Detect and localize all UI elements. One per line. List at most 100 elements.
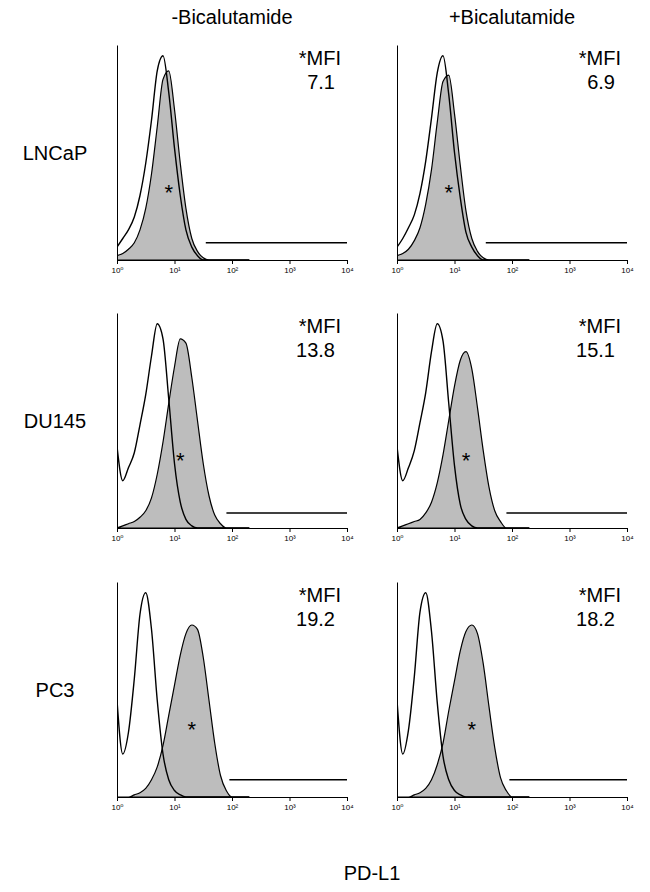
tick-mark — [232, 797, 233, 801]
tick: 10² — [227, 797, 239, 812]
asterisk: * — [176, 448, 185, 473]
tick-label: 10¹ — [169, 803, 181, 812]
tick: 10⁰ — [111, 260, 123, 275]
tick-label: 10³ — [564, 266, 576, 275]
plot-area — [117, 56, 347, 260]
tick: 10² — [507, 528, 519, 543]
panel: 10⁰10¹10²10³10⁴*MFI7.1* — [111, 46, 354, 275]
tick: 10⁴ — [341, 260, 354, 275]
tick-label: 10² — [507, 266, 519, 275]
y-axis — [397, 583, 398, 798]
tick-label: 10¹ — [169, 266, 181, 275]
tick-label: 10² — [227, 803, 239, 812]
tick-mark — [290, 797, 291, 801]
asterisk: * — [188, 717, 197, 742]
tick-mark — [175, 797, 176, 801]
tick-mark — [290, 528, 291, 532]
tick: 10⁰ — [111, 797, 123, 812]
mfi-value: 13.8 — [296, 339, 335, 361]
tick: 10³ — [564, 797, 576, 812]
tick: 10² — [507, 797, 519, 812]
mfi-label: *MFI — [579, 584, 621, 606]
gate-marker — [506, 512, 627, 514]
column-title: -Bicalutamide — [171, 6, 292, 28]
plot-area — [397, 56, 627, 260]
tick-mark — [512, 797, 513, 801]
plot-area — [117, 324, 347, 528]
tick-label: 10¹ — [449, 803, 461, 812]
open-histogram — [117, 56, 249, 260]
open-histogram — [397, 324, 529, 528]
y-axis-line — [397, 314, 398, 529]
mfi-value: 6.9 — [587, 71, 615, 93]
tick: 10¹ — [169, 528, 181, 543]
tick-label: 10² — [227, 534, 239, 543]
tick: 10¹ — [449, 797, 461, 812]
tick-mark — [512, 260, 513, 264]
tick-label: 10⁴ — [621, 266, 634, 275]
x-axis-line — [118, 529, 348, 533]
tick-mark — [455, 797, 456, 801]
tick-mark — [117, 260, 118, 264]
mfi-value: 15.1 — [576, 339, 615, 361]
mfi-label: *MFI — [299, 584, 341, 606]
tick: 10⁰ — [111, 528, 123, 543]
x-axis-line — [398, 529, 628, 533]
open-histogram — [117, 593, 249, 797]
open-histogram — [397, 56, 529, 260]
y-axis-line — [117, 314, 118, 529]
tick-label: 10² — [227, 266, 239, 275]
tick-mark — [117, 528, 118, 532]
tick-label: 10⁴ — [341, 534, 354, 543]
panel: 10⁰10¹10²10³10⁴*MFI15.1* — [391, 314, 634, 543]
tick-label: 10¹ — [449, 266, 461, 275]
tick-mark — [455, 528, 456, 532]
tick-label: 10² — [507, 803, 519, 812]
tick: 10³ — [564, 528, 576, 543]
x-axis: 10⁰10¹10²10³10⁴ — [111, 797, 354, 812]
panel: 10⁰10¹10²10³10⁴*MFI18.2* — [391, 583, 634, 812]
gate-marker — [226, 512, 347, 514]
x-axis: 10⁰10¹10²10³10⁴ — [391, 528, 634, 543]
tick: 10³ — [284, 528, 296, 543]
y-axis-line — [397, 46, 398, 261]
plot-area — [397, 324, 627, 528]
tick-mark — [627, 260, 628, 264]
tick: 10⁴ — [341, 528, 354, 543]
y-axis — [397, 314, 398, 529]
mfi-label: *MFI — [579, 315, 621, 337]
tick-label: 10³ — [564, 803, 576, 812]
tick-mark — [397, 528, 398, 532]
tick-label: 10⁴ — [621, 534, 634, 543]
tick-mark — [397, 260, 398, 264]
tick: 10² — [227, 260, 239, 275]
tick-label: 10⁴ — [621, 803, 634, 812]
x-axis-line — [118, 261, 348, 265]
y-axis — [397, 46, 398, 261]
tick-mark — [627, 528, 628, 532]
tick-mark — [175, 528, 176, 532]
row-label: LNCaP — [23, 142, 87, 164]
tick-label: 10³ — [564, 534, 576, 543]
mfi-label: *MFI — [299, 47, 341, 69]
x-axis: 10⁰10¹10²10³10⁴ — [391, 797, 634, 812]
y-axis — [117, 46, 118, 261]
mfi-value: 7.1 — [307, 71, 335, 93]
tick-mark — [455, 260, 456, 264]
y-axis-line — [117, 583, 118, 798]
asterisk: * — [444, 180, 453, 205]
mfi-label: *MFI — [299, 315, 341, 337]
open-histogram — [117, 324, 249, 528]
tick-label: 10⁴ — [341, 266, 354, 275]
x-axis: 10⁰10¹10²10³10⁴ — [391, 260, 634, 275]
tick: 10⁴ — [341, 797, 354, 812]
tick: 10¹ — [169, 260, 181, 275]
gate-marker — [509, 779, 627, 781]
mfi-value: 18.2 — [576, 608, 615, 630]
tick-label: 10⁰ — [111, 266, 123, 275]
tick-label: 10⁰ — [391, 534, 403, 543]
y-axis-line — [117, 46, 118, 261]
tick: 10¹ — [169, 797, 181, 812]
gate-marker — [206, 242, 347, 244]
y-axis-line — [397, 583, 398, 798]
